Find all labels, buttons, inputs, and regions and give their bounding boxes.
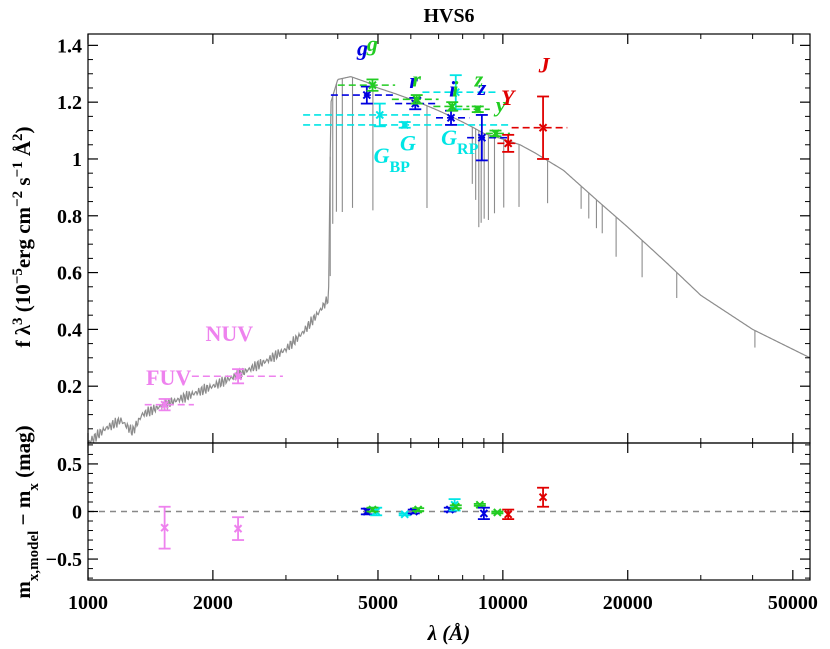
chart-title: HVS6	[423, 5, 474, 27]
sed-y-tick-label: 0.4	[57, 319, 82, 341]
sed-y-axis-label: f λ3 (10−5erg cm−2 s−1 Å2)	[10, 126, 35, 347]
residual-axes: −0.5 0 0.5	[46, 444, 810, 579]
sed-axes: 0.2 0.4 0.6 0.8 1 1.2 1.4	[57, 35, 810, 430]
x-tick-label: 5000	[358, 592, 398, 614]
photometry-point-2mass-y	[497, 133, 519, 153]
photometry-point-galex-nuv	[191, 368, 283, 385]
x-tick-label: 1000	[68, 592, 108, 614]
photometry-point-sdss-g	[330, 85, 394, 105]
x-axis-label: λ (Å)	[427, 621, 471, 645]
photometry-point-2mass-j	[511, 95, 568, 160]
residual-points	[158, 486, 550, 550]
sed-y-tick-label: 1	[72, 149, 82, 171]
residual-y-tick-label: 0.5	[57, 454, 82, 476]
sed-y-tick-label: 0.6	[57, 263, 82, 285]
residual-panel: −0.5 0 0.5 mx,model − mx (mag)	[11, 425, 811, 599]
photometry-points	[144, 74, 568, 412]
residual-y-axis-label: mx,model − mx (mag)	[11, 425, 42, 598]
band-label-2mass: Y	[501, 85, 517, 110]
residual-point-galex-nuv	[232, 516, 245, 541]
photometry-point-gaia-g	[303, 120, 509, 130]
band-label-galex: NUV	[206, 321, 254, 346]
residual-point-galex-fuv	[158, 505, 171, 550]
x-tick-label: 20000	[603, 592, 653, 614]
band-label-2mass: J	[538, 52, 551, 77]
sed-y-tick-label: 1.4	[57, 35, 82, 57]
residual-point-2mass-y	[502, 508, 515, 521]
residual-point-panstarrs-r	[412, 505, 425, 514]
residual-point-panstarrs-y	[491, 508, 504, 517]
x-tick-label: 10000	[478, 592, 528, 614]
photometry-point-panstarrs-z	[462, 105, 490, 114]
photometry-point-panstarrs-i	[433, 101, 470, 112]
x-tick-label: 50000	[768, 592, 818, 614]
sed-y-tick-label: 0.8	[57, 206, 82, 228]
band-label-panstarrs: y	[493, 92, 506, 117]
band-label-galex: FUV	[146, 365, 191, 390]
photometry-point-panstarrs-g	[337, 78, 396, 92]
sed-y-tick-label: 1.2	[57, 92, 82, 114]
band-label-gaia: GRP	[441, 125, 478, 158]
photometry-point-galex-fuv	[144, 398, 194, 412]
band-label-panstarrs: g	[366, 31, 378, 56]
sed-y-tick-label: 0.2	[57, 376, 82, 398]
photometry-point-panstarrs-r	[391, 94, 439, 105]
band-label-sdss: i	[449, 76, 456, 101]
band-label-gaia: G	[400, 130, 416, 155]
photometry-point-sdss-z	[467, 114, 510, 162]
residual-panel-frame	[87, 442, 811, 581]
band-label-gaia: GBP	[374, 143, 411, 176]
band-label-sdss: z	[477, 75, 487, 100]
photometry-point-sdss-i	[436, 109, 470, 126]
band-label-panstarrs: r	[412, 67, 421, 92]
residual-point-2mass-j	[537, 486, 550, 508]
photometry-point-gaia-gbp	[303, 102, 431, 128]
band-label-panstarrs: z	[474, 67, 484, 92]
residual-point-sdss-z	[477, 506, 490, 521]
residual-y-tick-label: −0.5	[46, 549, 82, 571]
residual-y-tick-label: 0	[72, 502, 82, 524]
x-tick-label: 2000	[193, 592, 233, 614]
x-axis-tick-labels: 1000 2000 5000 10000 20000 50000	[68, 34, 818, 614]
photometry-point-panstarrs-y	[485, 129, 510, 138]
band-label-panstarrs: i	[452, 76, 459, 101]
residual-point-panstarrs-g	[366, 505, 379, 514]
residual-point-panstarrs-i	[449, 502, 462, 511]
band-label-sdss: g	[356, 35, 368, 60]
band-label-sdss: r	[409, 68, 418, 93]
